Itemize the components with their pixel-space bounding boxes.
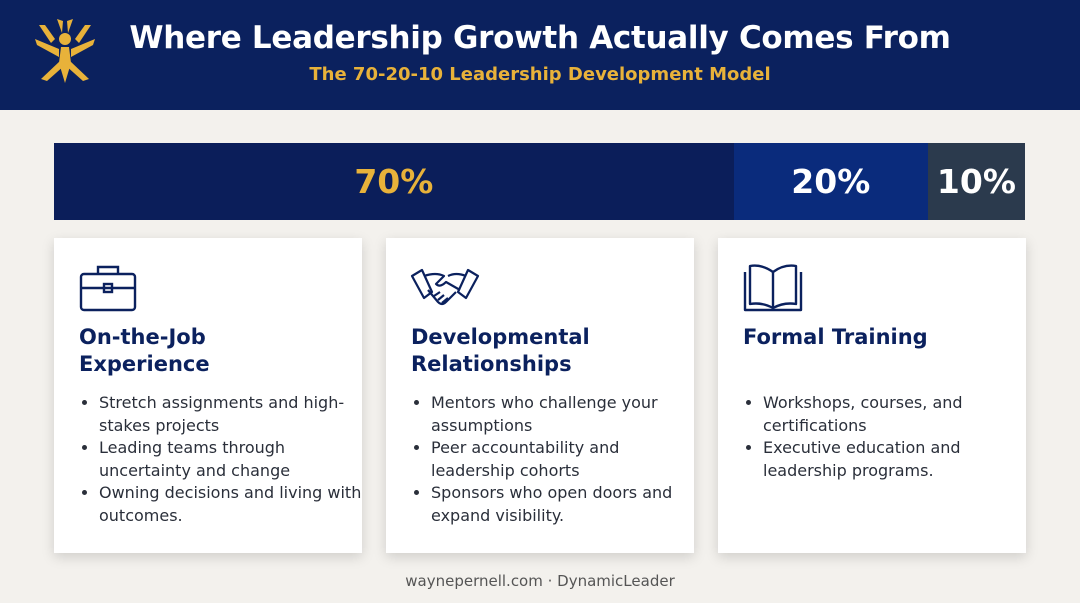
bullet: Sponsors who open doors and expand visib… <box>431 482 701 527</box>
card: On-the-Job Experience Stretch assignment… <box>54 238 362 553</box>
title: Where Leadership Growth Actually Comes F… <box>129 20 951 56</box>
bullet: Workshops, courses, and certifications <box>763 392 1033 437</box>
bullet: Executive education and leadership progr… <box>763 437 1033 482</box>
bullet: Mentors who challenge your assumptions <box>431 392 701 437</box>
bullet: Leading teams through uncertainty and ch… <box>99 437 369 482</box>
bullet-list: Stretch assignments and high-stakes proj… <box>79 392 369 527</box>
subtitle: The 70-20-10 Leadership Development Mode… <box>309 64 771 85</box>
card-heading: Developmental Relationships <box>411 325 590 376</box>
card-heading: On-the-Job Experience <box>79 325 210 376</box>
segment-label: 70% <box>354 162 434 201</box>
book-icon <box>743 264 803 312</box>
handshake-icon <box>410 268 480 306</box>
bar-segment: 10% <box>927 143 1025 220</box>
bullet: Peer accountability and leadership cohor… <box>431 437 701 482</box>
card-heading: Formal Training <box>743 325 928 349</box>
card: Developmental Relationships Mentors who … <box>386 238 694 553</box>
footer: waynepernell.com · DynamicLeader <box>405 572 675 590</box>
header: Where Leadership Growth Actually Comes F… <box>0 0 1080 110</box>
bullet-list: Workshops, courses, and certifications E… <box>743 392 1033 482</box>
stacked-bar: 70% 20% 10% <box>54 143 1025 220</box>
card: Formal Training Workshops, courses, and … <box>718 238 1026 553</box>
segment-label: 10% <box>936 162 1016 201</box>
segment-label: 20% <box>791 162 871 201</box>
bullet: Stretch assignments and high-stakes proj… <box>99 392 369 437</box>
bullet-list: Mentors who challenge your assumptions P… <box>411 392 701 527</box>
bullet: Owning decisions and living with outcome… <box>99 482 369 527</box>
logo <box>35 19 95 83</box>
bar-segment: 70% <box>54 143 734 220</box>
bar-segment: 20% <box>733 143 928 220</box>
briefcase-icon <box>79 265 137 312</box>
